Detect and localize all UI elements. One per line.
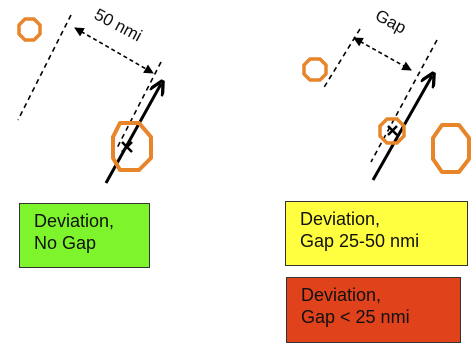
deviation-point-icon-right xyxy=(387,125,398,136)
weather-cell-small xyxy=(17,17,42,42)
aircraft-track xyxy=(104,84,161,184)
reference-line-right xyxy=(115,61,162,151)
legend-gap-lt-25-line2: Gap < 25 nmi xyxy=(301,307,410,327)
legend-gap-25-50-line1: Deviation, xyxy=(300,209,381,229)
legend-box-gap-lt-25: Deviation, Gap < 25 nmi xyxy=(286,277,461,343)
gap-label: Gap xyxy=(372,6,409,38)
reference-line-left xyxy=(17,14,72,121)
right-panel: Gap xyxy=(302,6,471,181)
legend-no-gap-line1: Deviation, xyxy=(34,211,115,231)
legend-no-gap-line2: No Gap xyxy=(34,233,97,253)
deviation-point-icon xyxy=(121,141,133,153)
legend-box-gap-25-50: Deviation, Gap 25-50 nmi xyxy=(285,201,468,266)
legend-gap-lt-25-line1: Deviation, xyxy=(301,285,382,305)
legend-gap-25-50-line2: Gap 25-50 nmi xyxy=(300,231,420,251)
weather-cell-on-track xyxy=(111,121,153,172)
weather-cell-large xyxy=(431,123,471,174)
gap-dimension-arrow xyxy=(353,37,412,71)
legend-box-no-gap: Deviation, No Gap xyxy=(19,203,150,268)
distance-dimension-arrow xyxy=(74,27,154,74)
weather-cell-small-right xyxy=(302,57,328,82)
distance-label: 50 nmi xyxy=(91,5,145,46)
reference-line-right-right-panel xyxy=(370,39,438,163)
left-panel: 50 nmi xyxy=(17,5,162,184)
weather-cell-on-track-right xyxy=(378,117,406,145)
